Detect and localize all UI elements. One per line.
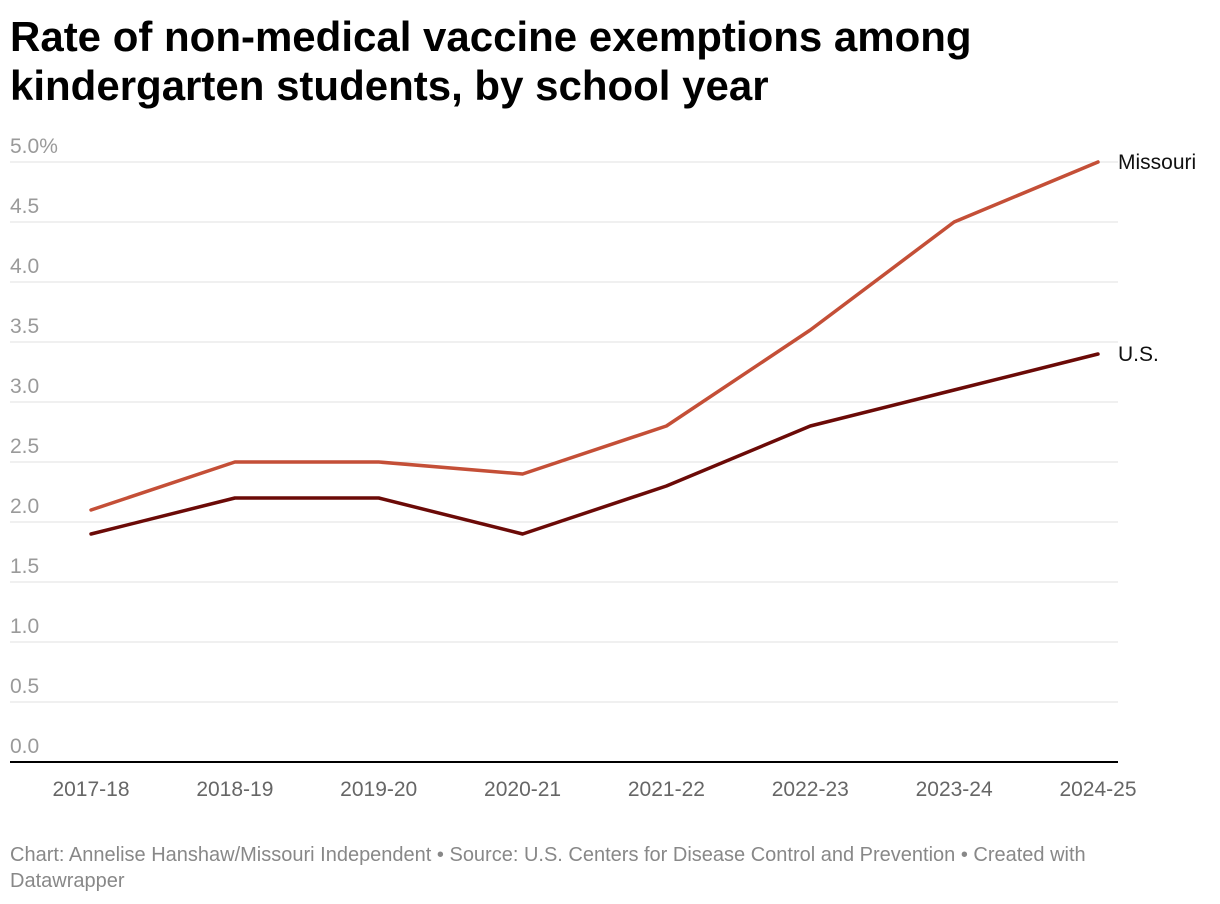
x-tick-label: 2017-18 bbox=[52, 778, 129, 801]
x-tick-label: 2020-21 bbox=[484, 778, 561, 801]
x-tick-label: 2018-19 bbox=[196, 778, 273, 801]
series-label-u-s: U.S. bbox=[1118, 343, 1159, 366]
gridlines bbox=[10, 161, 1118, 763]
x-tick-label: 2021-22 bbox=[628, 778, 705, 801]
x-tick-label: 2022-23 bbox=[772, 778, 849, 801]
x-axis-ticks: 2017-18 2018-19 2019-20 2020-21 2021-22 2022-… bbox=[52, 778, 1136, 801]
chart-title: Rate of non-medical vaccine exemptions a… bbox=[10, 13, 972, 109]
y-tick-label: 3.0 bbox=[10, 375, 39, 398]
y-tick-label: 1.0 bbox=[10, 615, 39, 638]
y-tick-label: 1.5 bbox=[10, 555, 39, 578]
x-tick-label: 2024-25 bbox=[1059, 778, 1136, 801]
chart-footer: Chart: Annelise Hanshaw/Missouri Indepen… bbox=[10, 844, 1086, 892]
x-tick-label: 2023-24 bbox=[916, 778, 993, 801]
series-labels: Missouri U.S. bbox=[1118, 151, 1196, 366]
series-label-missouri: Missouri bbox=[1118, 151, 1196, 174]
y-tick-label: 0.0 bbox=[10, 735, 39, 758]
x-tick-label: 2019-20 bbox=[340, 778, 417, 801]
y-tick-label: 0.5 bbox=[10, 675, 39, 698]
y-tick-label: 2.5 bbox=[10, 435, 39, 458]
series-line-u-s bbox=[89, 352, 1100, 536]
y-axis-ticks: 0.0 0.5 1.0 1.5 2.0 2.5 3.0 3.5 4.0 4.5 5.0% bbox=[10, 135, 58, 758]
y-tick-label: 5.0% bbox=[10, 135, 58, 158]
series-lines bbox=[89, 160, 1100, 536]
y-tick-label: 4.5 bbox=[10, 195, 39, 218]
y-tick-label: 3.5 bbox=[10, 315, 39, 338]
series-line-missouri bbox=[89, 160, 1100, 512]
y-tick-label: 2.0 bbox=[10, 495, 39, 518]
y-tick-label: 4.0 bbox=[10, 255, 39, 278]
